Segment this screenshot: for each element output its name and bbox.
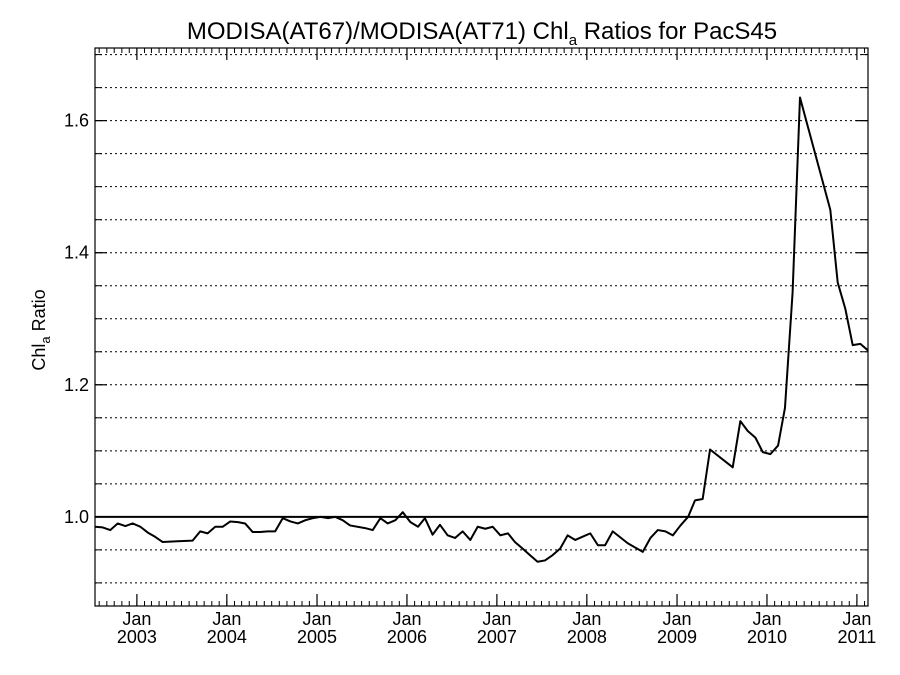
x-tick-label-year: 2008: [567, 627, 607, 647]
x-tick-label-year: 2007: [477, 627, 517, 647]
x-tick-label-year: 2004: [207, 627, 247, 647]
x-tick-label-year: 2006: [387, 627, 427, 647]
grid-lines: [95, 54, 868, 584]
y-tick-label: 1.2: [64, 375, 89, 395]
x-tick-label-year: 2009: [657, 627, 697, 647]
axis-ticks: [95, 48, 868, 606]
x-tick-label-month: Jan: [663, 609, 692, 629]
x-tick-label-year: 2010: [747, 627, 787, 647]
y-axis-label-suffix: Ratio: [29, 289, 49, 336]
x-tick-label-month: Jan: [572, 609, 601, 629]
x-tick-label-month: Jan: [482, 609, 511, 629]
axis-tick-labels: 1.01.21.41.6Jan2003Jan2004Jan2005Jan2006…: [64, 111, 876, 647]
y-axis-label-main: Chl: [29, 344, 49, 371]
chart-title-suffix: Ratios for PacS45: [577, 18, 777, 45]
y-tick-label: 1.0: [64, 507, 89, 527]
x-tick-label-month: Jan: [122, 609, 151, 629]
y-tick-label: 1.4: [64, 243, 89, 263]
x-tick-label-month: Jan: [212, 609, 241, 629]
y-axis-label-subscript: a: [38, 336, 53, 344]
series-line: [94, 96, 869, 563]
x-tick-label-month: Jan: [303, 609, 332, 629]
x-tick-label-month: Jan: [392, 609, 421, 629]
chart-title-subscript: a: [569, 32, 578, 49]
series-group: [94, 96, 869, 563]
x-tick-label-year: 2003: [117, 627, 157, 647]
chart-title-main: MODISA(AT67)/MODISA(AT71) Chl: [187, 18, 569, 45]
chart-title: MODISA(AT67)/MODISA(AT71) Chla Ratios fo…: [187, 18, 777, 49]
x-tick-label-year: 2005: [297, 627, 337, 647]
y-tick-label: 1.6: [64, 111, 89, 131]
x-tick-label-year: 2011: [838, 627, 877, 647]
x-tick-label-month: Jan: [842, 609, 871, 629]
x-tick-label-month: Jan: [752, 609, 781, 629]
y-axis-label: Chla Ratio: [29, 289, 53, 370]
plot-frame: [94, 47, 869, 607]
